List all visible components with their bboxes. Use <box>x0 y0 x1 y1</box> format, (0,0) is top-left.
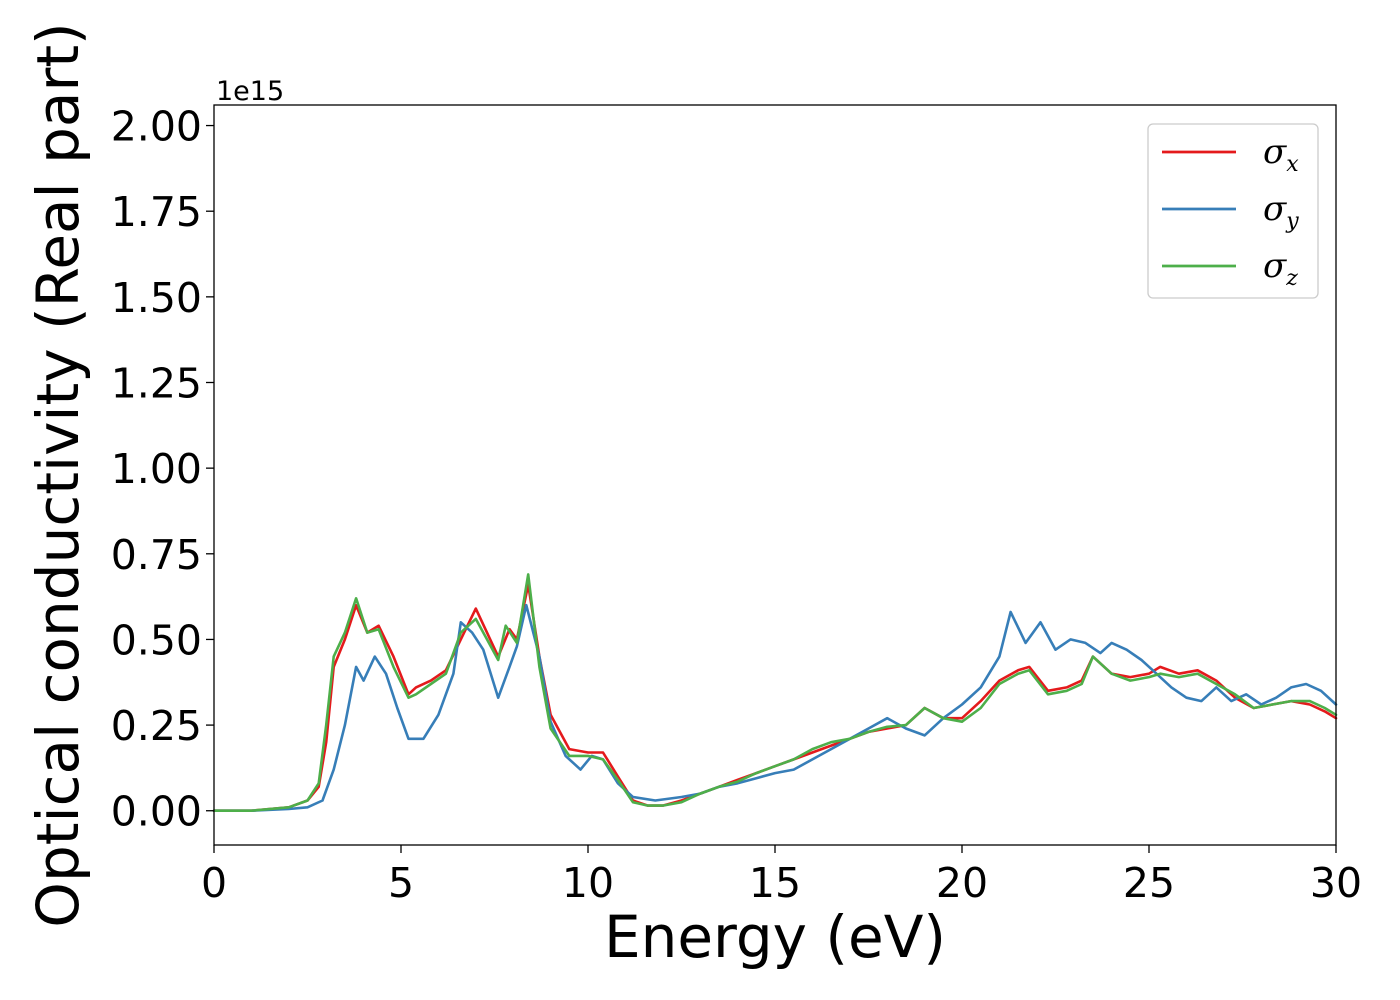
x-tick-label: 15 <box>749 859 801 907</box>
x-axis: 0 5 10 15 20 25 30 <box>201 845 1362 907</box>
series-layer <box>212 573 1338 812</box>
y-tick-label: 1.50 <box>111 274 202 322</box>
x-tick-label: 20 <box>936 859 988 907</box>
legend-box <box>1147 123 1319 299</box>
x-tick-label: 30 <box>1310 859 1362 907</box>
y-tick-label: 1.00 <box>111 445 202 493</box>
y-tick-label: 0.25 <box>111 702 202 750</box>
x-tick-label: 10 <box>562 859 614 907</box>
y-axis-label: Optical conductivity (Real part) <box>24 22 92 927</box>
series-line-z <box>212 573 1338 812</box>
x-tick-label: 25 <box>1123 859 1175 907</box>
y-offset-label: 1e15 <box>216 76 284 107</box>
legend-label-x: σx <box>1263 132 1299 177</box>
y-tick-label: 0.50 <box>111 616 202 664</box>
y-tick-label: 2.00 <box>111 103 202 151</box>
y-tick-label: 0.00 <box>111 788 202 836</box>
y-tick-label: 0.75 <box>111 531 202 579</box>
x-tick-label: 5 <box>388 859 414 907</box>
y-axis: 0.00 0.25 0.50 0.75 1.00 1.25 1.50 1.75 2.00 <box>111 103 214 836</box>
x-axis-label: Energy (eV) <box>604 903 946 971</box>
legend-label-z: σz <box>1263 246 1298 291</box>
legend: σx σy σz <box>1147 123 1319 299</box>
y-tick-label: 1.75 <box>111 188 202 236</box>
y-tick-label: 1.25 <box>111 360 202 408</box>
legend-label-y: σy <box>1263 189 1299 234</box>
x-tick-label: 0 <box>201 859 227 907</box>
